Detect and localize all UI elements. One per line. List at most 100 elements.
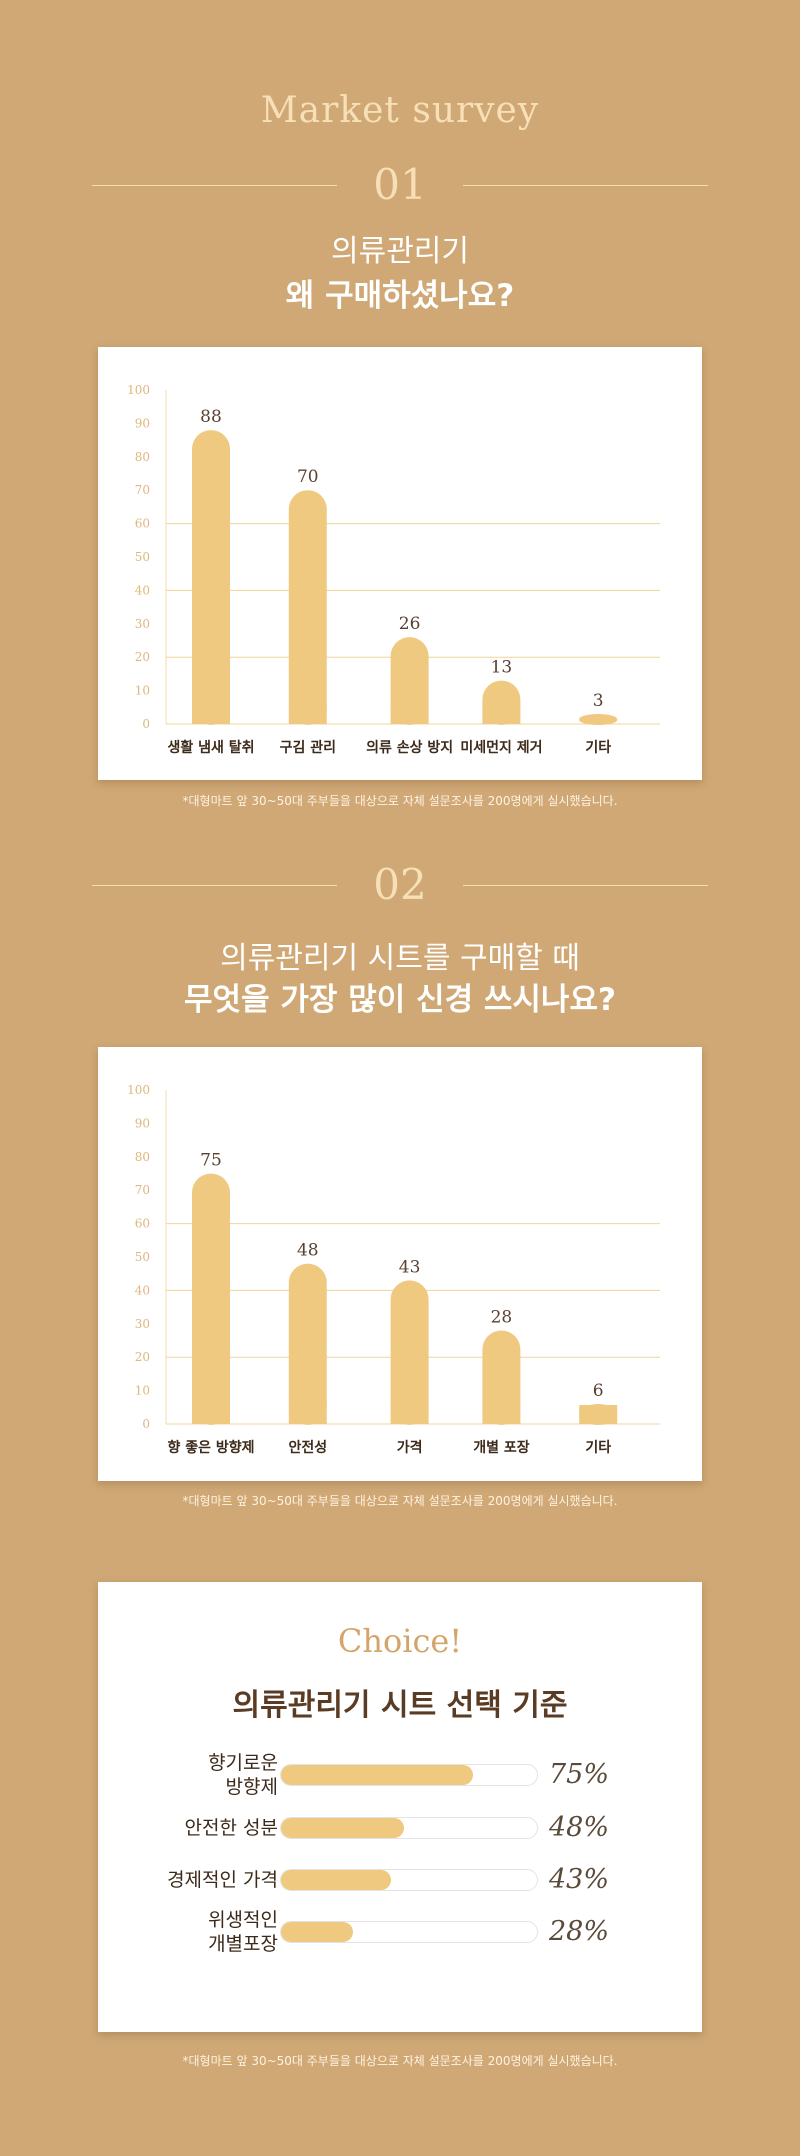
y-tick-label: 80 bbox=[135, 1150, 150, 1164]
choice-subtitle: 의류관리기 시트 선택 기준 bbox=[232, 1688, 568, 1723]
divider-line bbox=[92, 885, 337, 886]
x-tick-label: 의류 손상 방지 bbox=[366, 739, 453, 756]
x-tick-label: 기타 bbox=[585, 740, 611, 756]
question-line-2: 무엇을 가장 많이 신경 쓰시나요? bbox=[184, 982, 616, 1018]
x-tick-label: 안전성 bbox=[288, 1439, 327, 1456]
chart-card-1: 0 10 20 30 40 50 60 70 80 90 100 88 생활 냄새 탈취 70 구김 관리 2… bbox=[98, 347, 702, 780]
hbar-fill bbox=[281, 1870, 392, 1890]
y-tick-label: 100 bbox=[127, 1083, 150, 1097]
hbar-label: 위생적인 개별포장 bbox=[208, 1909, 278, 1955]
question-line-1: 의류관리기 시트를 구매할 때 bbox=[220, 941, 580, 976]
question-line-1: 의류관리기 bbox=[331, 234, 469, 269]
divider-line bbox=[463, 885, 708, 886]
data-label: 43 bbox=[399, 1257, 421, 1277]
hbar-label: 향기로운 방향제 bbox=[208, 1752, 278, 1798]
bar-base bbox=[390, 1405, 429, 1424]
bar-base bbox=[192, 705, 230, 724]
footnote: *대형마트 앞 30~50대 주부들을 대상으로 자체 설문조사를 200명에게… bbox=[182, 1494, 618, 1508]
data-label: 26 bbox=[399, 614, 421, 634]
data-label: 88 bbox=[200, 407, 222, 427]
bar-base bbox=[579, 1405, 618, 1424]
bar-base bbox=[192, 1405, 230, 1424]
x-tick-label: 가격 bbox=[397, 1439, 423, 1456]
y-tick-label: 10 bbox=[135, 684, 150, 698]
y-tick-label: 40 bbox=[135, 1283, 150, 1297]
hbar-fill bbox=[281, 1922, 353, 1942]
hbar-fill bbox=[281, 1765, 473, 1785]
data-label: 6 bbox=[593, 1381, 604, 1401]
bar-base bbox=[288, 1405, 327, 1424]
x-tick-label: 생활 냄새 탈취 bbox=[167, 739, 254, 756]
data-label: 13 bbox=[491, 658, 513, 678]
hbar-row: 위생적인 개별포장 28% bbox=[98, 1904, 702, 1960]
section-number-row: 01 bbox=[92, 155, 708, 215]
hbar-row: 경제적인 가격 43% bbox=[98, 1852, 702, 1908]
hbar-track bbox=[280, 1817, 538, 1839]
x-tick-label: 향 좋은 방향제 bbox=[167, 1439, 254, 1456]
bar bbox=[288, 490, 327, 725]
section-number-row: 02 bbox=[92, 855, 708, 915]
data-label: 70 bbox=[297, 467, 319, 487]
y-tick-label: 10 bbox=[135, 1384, 150, 1398]
page-title: Market survey bbox=[260, 90, 540, 131]
hbar-track bbox=[280, 1869, 538, 1891]
y-tick-label: 90 bbox=[135, 1116, 150, 1130]
data-label: 75 bbox=[200, 1151, 222, 1171]
bar bbox=[579, 713, 618, 725]
hbar-fill bbox=[281, 1818, 404, 1838]
x-tick-label: 미세먼지 제거 bbox=[460, 739, 542, 756]
bar bbox=[390, 637, 429, 725]
divider-line bbox=[463, 185, 708, 186]
y-tick-label: 20 bbox=[135, 1350, 150, 1364]
y-tick-label: 20 bbox=[135, 650, 150, 664]
footnote: *대형마트 앞 30~50대 주부들을 대상으로 자체 설문조사를 200명에게… bbox=[182, 2054, 618, 2068]
divider-line bbox=[92, 185, 337, 186]
bar-base bbox=[390, 705, 429, 724]
section-number: 02 bbox=[373, 860, 427, 909]
y-tick-label: 80 bbox=[135, 450, 150, 464]
data-label: 48 bbox=[297, 1241, 319, 1261]
y-tick-label: 40 bbox=[135, 583, 150, 597]
bar-base bbox=[288, 705, 327, 724]
bar-chart-sheet-criteria: 0 10 20 30 40 50 60 70 80 90 100 75 향 좋은 방향제 48 안전성 43 가… bbox=[127, 1083, 660, 1456]
hbar-label: 경제적인 가격 bbox=[167, 1869, 278, 1891]
bar bbox=[192, 1173, 230, 1425]
y-tick-label: 60 bbox=[135, 517, 150, 531]
y-tick-label: 70 bbox=[135, 483, 150, 497]
bar-base bbox=[482, 1405, 521, 1424]
bar-base bbox=[482, 705, 521, 724]
y-tick-label: 0 bbox=[142, 717, 150, 731]
y-tick-label: 50 bbox=[135, 550, 150, 564]
hbar-value-label: 28% bbox=[549, 1916, 610, 1947]
y-tick-label: 100 bbox=[127, 383, 150, 397]
hbar-row: 향기로운 방향제 75% bbox=[98, 1747, 702, 1803]
hbar-value-label: 43% bbox=[549, 1864, 610, 1895]
y-tick-label: 90 bbox=[135, 416, 150, 430]
y-tick-label: 50 bbox=[135, 1250, 150, 1264]
y-tick-label: 60 bbox=[135, 1217, 150, 1231]
bar bbox=[192, 430, 230, 725]
hbar-track bbox=[280, 1921, 538, 1943]
bar bbox=[390, 1280, 429, 1425]
x-tick-label: 개별 포장 bbox=[473, 1439, 530, 1456]
bar bbox=[482, 1330, 521, 1425]
choice-title: Choice! bbox=[337, 1622, 463, 1660]
hbar-track bbox=[280, 1764, 538, 1786]
hbar-value-label: 75% bbox=[549, 1759, 610, 1790]
hbar-row: 안전한 성분 48% bbox=[98, 1800, 702, 1856]
y-tick-label: 30 bbox=[135, 1317, 150, 1331]
question-line-2: 왜 구매하셨나요? bbox=[285, 278, 515, 314]
footnote: *대형마트 앞 30~50대 주부들을 대상으로 자체 설문조사를 200명에게… bbox=[182, 794, 618, 808]
y-tick-label: 0 bbox=[142, 1417, 150, 1431]
hbar-label: 안전한 성분 bbox=[184, 1817, 278, 1839]
choice-card: Choice! 의류관리기 시트 선택 기준 향기로운 방향제 75% 안전한 성분… bbox=[98, 1582, 702, 2032]
x-tick-label: 기타 bbox=[585, 1440, 611, 1456]
y-tick-label: 70 bbox=[135, 1183, 150, 1197]
chart-card-2: 0 10 20 30 40 50 60 70 80 90 100 75 향 좋은 방향제 48 안전성 43 가… bbox=[98, 1047, 702, 1481]
y-tick-label: 30 bbox=[135, 617, 150, 631]
bar-chart-purchase-reasons: 0 10 20 30 40 50 60 70 80 90 100 88 생활 냄새 탈취 70 구김 관리 2… bbox=[127, 383, 660, 756]
bar bbox=[288, 1263, 327, 1425]
data-label: 28 bbox=[491, 1307, 513, 1327]
section-number: 01 bbox=[373, 160, 427, 209]
data-label: 3 bbox=[593, 691, 604, 711]
